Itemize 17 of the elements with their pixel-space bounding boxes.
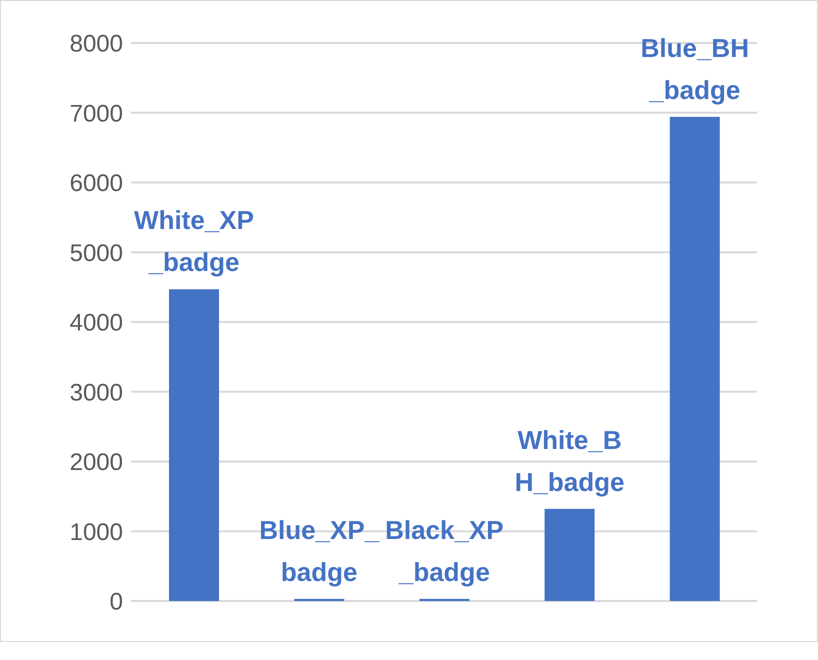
x-tick-label: White_BH_badge — [514, 424, 625, 497]
y-tick-label: 8000 — [70, 30, 123, 58]
y-tick-label: 5000 — [70, 240, 123, 267]
x-tick-label: Blue_XP_badge — [259, 514, 380, 587]
y-tick-label: 4000 — [70, 310, 123, 337]
x-tick-label: Black_XP_badge — [385, 514, 504, 587]
bar — [169, 289, 219, 601]
y-tick-label: 0 — [110, 588, 123, 616]
x-tick-label: White_XP_badge — [134, 205, 254, 278]
y-tick-label: 7000 — [70, 100, 123, 128]
y-tick-label: 2000 — [70, 449, 123, 476]
y-tick-label: 6000 — [70, 170, 123, 198]
y-tick-label: 1000 — [70, 518, 123, 546]
bar — [544, 508, 595, 601]
y-tick-label: 3000 — [70, 379, 123, 406]
bar — [670, 116, 720, 601]
x-tick-label: Blue_BH_badge — [640, 32, 749, 105]
